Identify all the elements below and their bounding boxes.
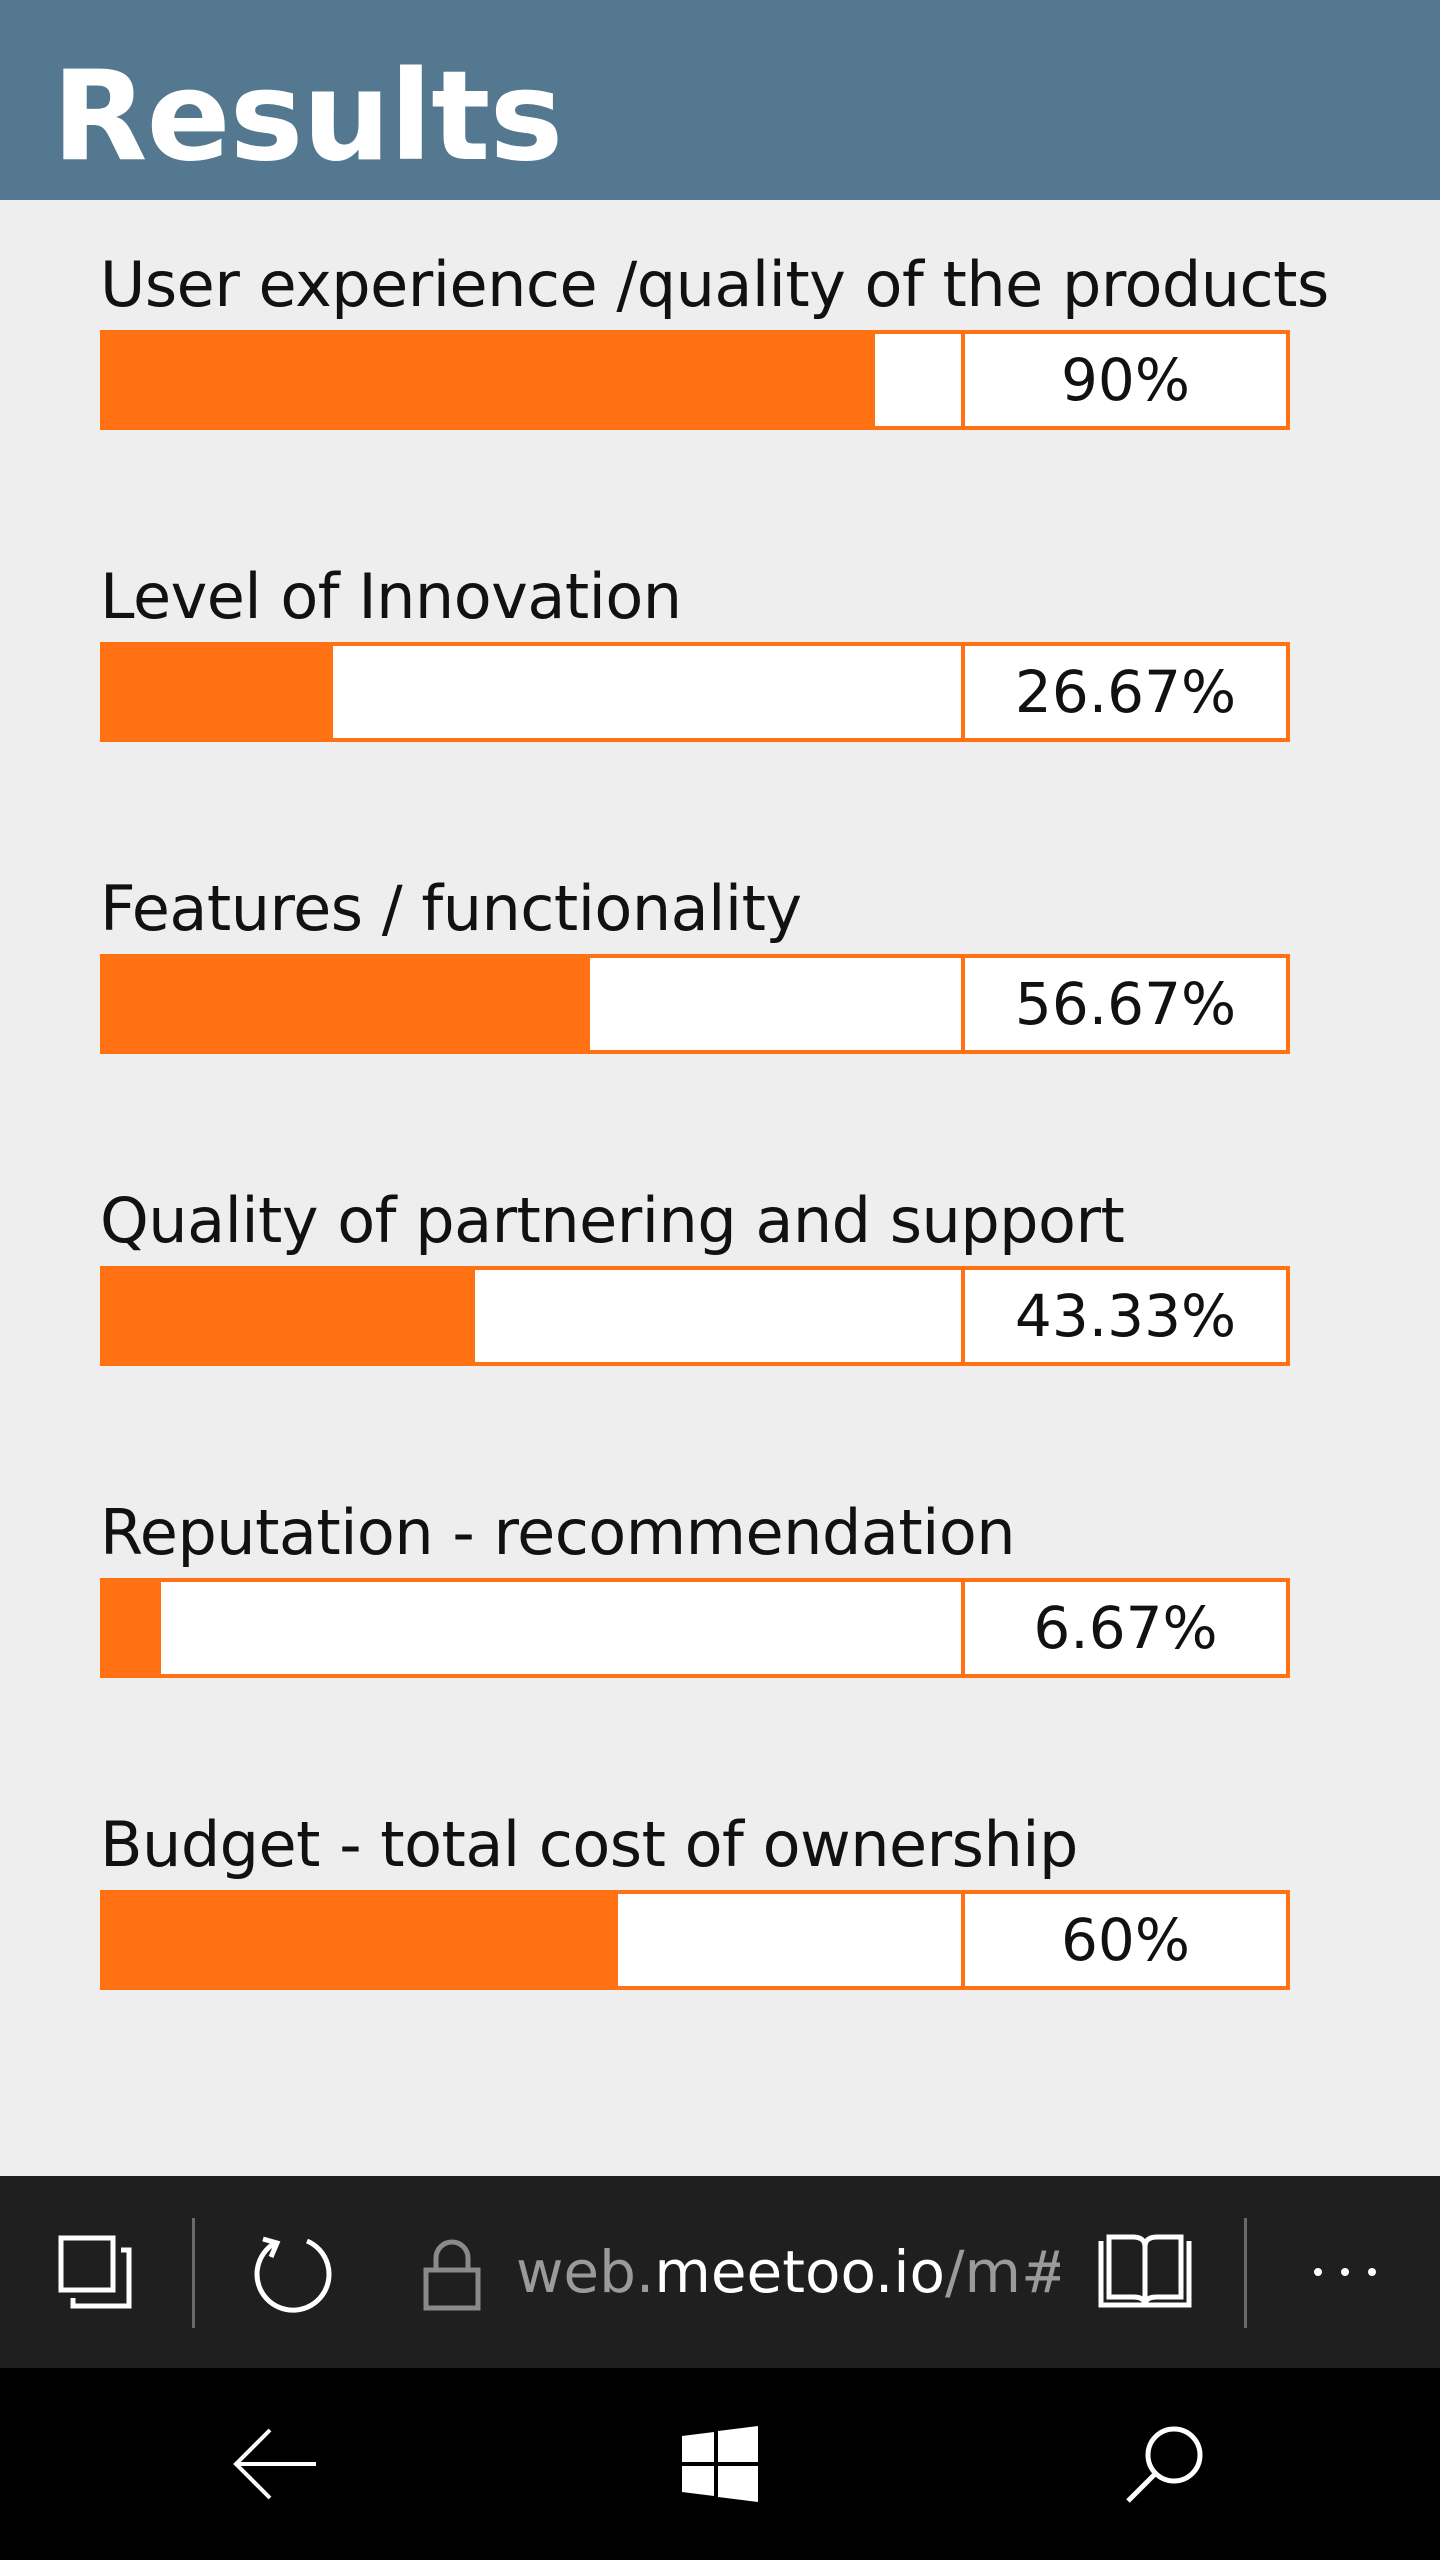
app-header: Results xyxy=(0,0,1440,200)
result-bar-fill xyxy=(104,1270,476,1362)
browser-address-bar: web.meetoo.io/m#/ xyxy=(0,2176,1440,2368)
result-bar-fill xyxy=(104,958,590,1050)
result-bar-fill xyxy=(104,646,333,738)
result-percentage: 56.67% xyxy=(1014,970,1237,1038)
back-arrow-icon xyxy=(233,2428,316,2500)
result-bar-fill xyxy=(104,1582,162,1674)
more-button[interactable] xyxy=(1290,2176,1400,2368)
result-bar: 60% xyxy=(100,1890,1290,1990)
windows-start-icon xyxy=(682,2426,758,2502)
result-bar-divider xyxy=(961,1894,965,1986)
result-item: User experience /quality of the products… xyxy=(100,200,1329,430)
refresh-icon xyxy=(254,2236,332,2313)
result-label: Reputation - recommendation xyxy=(100,1496,1016,1569)
reading-view-button[interactable] xyxy=(1090,2176,1200,2368)
result-bar-divider xyxy=(961,334,965,426)
result-item: Quality of partnering and support 43.33% xyxy=(100,1136,1290,1366)
result-percentage: 90% xyxy=(1061,346,1190,414)
url-host: meetoo.io xyxy=(654,2238,945,2306)
result-bar-divider xyxy=(961,646,965,738)
system-nav-bar xyxy=(0,2368,1440,2560)
result-bar-track xyxy=(104,1894,961,1986)
result-item: Reputation - recommendation 6.67% xyxy=(100,1448,1290,1678)
lock-icon xyxy=(423,2239,481,2311)
result-bar-track xyxy=(104,646,961,738)
result-item: Level of Innovation 26.67% xyxy=(100,512,1290,742)
search-icon xyxy=(1126,2426,1203,2503)
refresh-button[interactable] xyxy=(232,2176,352,2368)
toolbar-separator xyxy=(192,2218,195,2328)
result-label: Budget - total cost of ownership xyxy=(100,1808,1078,1881)
result-bar-track xyxy=(104,958,961,1050)
result-percentage: 60% xyxy=(1061,1906,1190,1974)
result-label: Quality of partnering and support xyxy=(100,1184,1125,1257)
start-button[interactable] xyxy=(655,2368,785,2560)
result-bar-divider xyxy=(961,1270,965,1362)
url-suffix: /m#/ xyxy=(944,2238,1060,2306)
page-title: Results xyxy=(52,45,563,189)
back-button[interactable] xyxy=(210,2368,340,2560)
result-percentage: 26.67% xyxy=(1014,658,1237,726)
url-prefix: web. xyxy=(516,2238,655,2306)
result-bar: 56.67% xyxy=(100,954,1290,1054)
result-label: User experience /quality of the products xyxy=(100,248,1329,321)
result-bar: 26.67% xyxy=(100,642,1290,742)
result-bar-track xyxy=(104,334,961,426)
result-item: Budget - total cost of ownership 60% xyxy=(100,1760,1290,1990)
more-icon xyxy=(1314,2268,1376,2276)
url-field[interactable]: web.meetoo.io/m#/ xyxy=(420,2176,1060,2368)
result-percentage: 6.67% xyxy=(1033,1594,1218,1662)
result-bar-divider xyxy=(961,958,965,1050)
result-label: Features / functionality xyxy=(100,872,802,945)
result-bar-divider xyxy=(961,1582,965,1674)
result-bar-track xyxy=(104,1582,961,1674)
result-bar-fill xyxy=(104,1894,619,1986)
search-button[interactable] xyxy=(1100,2368,1230,2560)
result-item: Features / functionality 56.67% xyxy=(100,824,1290,1054)
tabs-button[interactable] xyxy=(40,2176,150,2368)
tabs-icon xyxy=(58,2235,132,2309)
result-bar: 6.67% xyxy=(100,1578,1290,1678)
result-bar: 43.33% xyxy=(100,1266,1290,1366)
result-percentage: 43.33% xyxy=(1014,1282,1237,1350)
result-bar: 90% xyxy=(100,330,1290,430)
reading-view-icon xyxy=(1098,2234,1192,2308)
result-bar-fill xyxy=(104,334,876,426)
result-label: Level of Innovation xyxy=(100,560,682,633)
url-text: web.meetoo.io/m#/ xyxy=(516,2176,1060,2368)
result-bar-track xyxy=(104,1270,961,1362)
toolbar-separator xyxy=(1244,2218,1247,2328)
